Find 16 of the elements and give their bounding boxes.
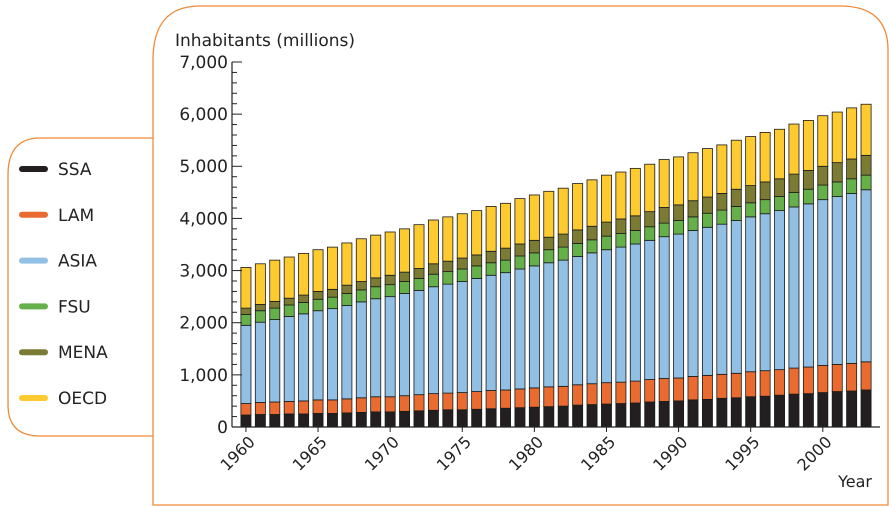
- y-tick-label: 0: [217, 418, 228, 438]
- legend-label: OECD: [58, 388, 108, 409]
- legend-label: SSA: [58, 160, 92, 180]
- y-tick-label: 5,000: [179, 157, 228, 178]
- y-tick-label: 3,000: [179, 262, 228, 282]
- y-tick-label: 6,000: [179, 105, 228, 126]
- legend-label: MENA: [58, 343, 108, 364]
- y-tick-label: 2,000: [179, 314, 228, 334]
- y-axis-title: Inhabitants (millions): [175, 31, 356, 51]
- x-axis-title: Year: [837, 472, 872, 491]
- y-tick-label: 1,000: [179, 366, 228, 386]
- y-tick-label: 4,000: [179, 209, 228, 230]
- legend-label: FSU: [58, 297, 91, 318]
- legend-label: ASIA: [58, 252, 98, 272]
- legend-label: LAM: [58, 206, 94, 226]
- y-tick-label: 7,000: [179, 52, 228, 73]
